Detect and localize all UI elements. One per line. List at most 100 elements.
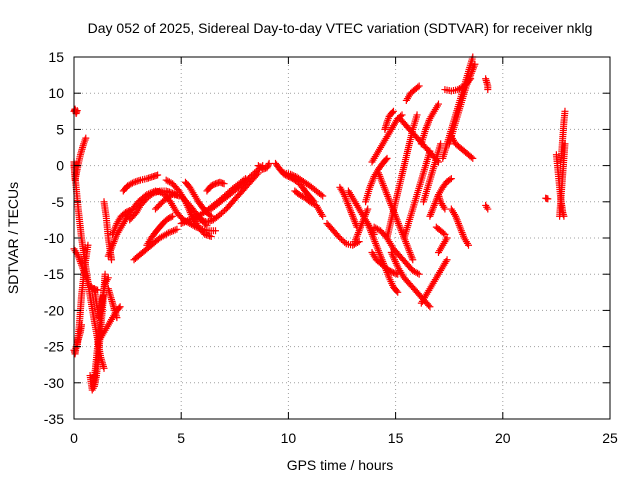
y-tick-label: -25 (44, 339, 64, 355)
data-point (206, 211, 214, 219)
x-tick-label: 10 (281, 430, 297, 446)
data-point (126, 206, 134, 214)
data-point (415, 82, 423, 90)
data-point (443, 256, 451, 264)
series-arc-49 (419, 140, 445, 206)
x-axis-label: GPS time / hours (287, 457, 394, 473)
data-point (73, 107, 81, 115)
data-point (447, 175, 455, 183)
series-arc-09 (90, 285, 107, 322)
y-tick-label: 0 (56, 158, 64, 174)
series-arc-28 (272, 159, 318, 206)
series-arc-27 (254, 159, 273, 173)
data-point (382, 156, 390, 164)
data-point (167, 213, 175, 221)
data-point (166, 228, 174, 236)
data-point (414, 269, 422, 277)
y-tick-label: -35 (44, 411, 64, 427)
data-point (441, 230, 449, 238)
series-arc-18 (143, 212, 177, 249)
data-point (173, 225, 181, 233)
series-arc-29 (280, 169, 327, 200)
data-point (154, 171, 162, 179)
y-tick-label: 15 (48, 49, 64, 65)
y-tick-label: 5 (56, 121, 64, 137)
data-point (113, 314, 121, 322)
series-arc-57 (447, 133, 477, 162)
data-point (104, 274, 112, 282)
data-point (195, 215, 203, 223)
chart-title: Day 052 of 2025, Sidereal Day-to-day VTE… (88, 20, 593, 36)
x-tick-labels: 0 5 10 15 20 25 (70, 430, 618, 446)
data-point (99, 292, 107, 300)
series-arc-47 (417, 256, 451, 307)
data-point (441, 205, 449, 213)
data-point (467, 153, 475, 161)
series-arc-51 (432, 223, 449, 238)
data-point (164, 229, 172, 237)
data-point (409, 256, 417, 264)
data-point (180, 218, 188, 226)
series-arc-44 (400, 147, 434, 242)
data-point (319, 192, 327, 200)
x-tick-label: 20 (495, 430, 511, 446)
y-tick-label: -10 (44, 230, 64, 246)
data-point (383, 154, 391, 162)
y-tick-labels: -35 -30 -25 -20 -15 -10 -5 0 5 10 15 (44, 49, 64, 427)
data-point (171, 226, 179, 234)
data-point (388, 108, 396, 116)
data-point (561, 107, 569, 115)
series-arc-60 (482, 201, 492, 213)
data-point (446, 176, 454, 184)
data-point (413, 111, 421, 119)
data-point (398, 111, 406, 119)
series-arc-41 (381, 107, 397, 133)
data-point (434, 100, 442, 108)
series-arc-15 (119, 171, 162, 195)
series-arc-32 (336, 183, 361, 231)
x-tick-label: 0 (70, 430, 78, 446)
data-point (464, 241, 472, 249)
y-tick-label: 10 (48, 85, 64, 101)
data-point (169, 212, 177, 220)
data-point (191, 222, 199, 230)
data-point (439, 229, 447, 237)
data-point (290, 172, 298, 180)
data-point (168, 227, 176, 235)
data-point (412, 268, 420, 276)
data-point (393, 287, 401, 295)
data-point (169, 227, 177, 235)
series-arc-48 (417, 100, 442, 148)
data-point (373, 225, 381, 233)
data-point (220, 180, 228, 188)
data-point (443, 234, 451, 242)
y-tick-label: -20 (44, 302, 64, 318)
data-point (484, 86, 492, 94)
data-point (319, 212, 327, 220)
y-tick-label: -5 (52, 194, 65, 210)
data-point (415, 270, 423, 278)
series-arc-53 (434, 234, 451, 256)
y-tick-label: -15 (44, 266, 64, 282)
data-point (483, 203, 491, 211)
data-point (394, 288, 402, 296)
data-point (108, 256, 116, 264)
data-point (471, 60, 479, 68)
data-point (389, 107, 397, 115)
data-point (184, 217, 192, 225)
series-arc-37 (368, 248, 402, 278)
series-arc-23 (181, 178, 215, 220)
data-point (115, 304, 123, 312)
data-point (425, 301, 433, 309)
data-point (317, 191, 325, 199)
series-arc-25 (203, 178, 228, 195)
series-arc-40 (374, 169, 417, 264)
data-points (70, 53, 569, 394)
data-point (288, 171, 296, 179)
data-point (544, 195, 552, 203)
series-arc-58 (447, 205, 472, 249)
data-point (182, 217, 190, 225)
series-arc-12 (104, 285, 121, 322)
series-arc-64 (557, 107, 569, 166)
